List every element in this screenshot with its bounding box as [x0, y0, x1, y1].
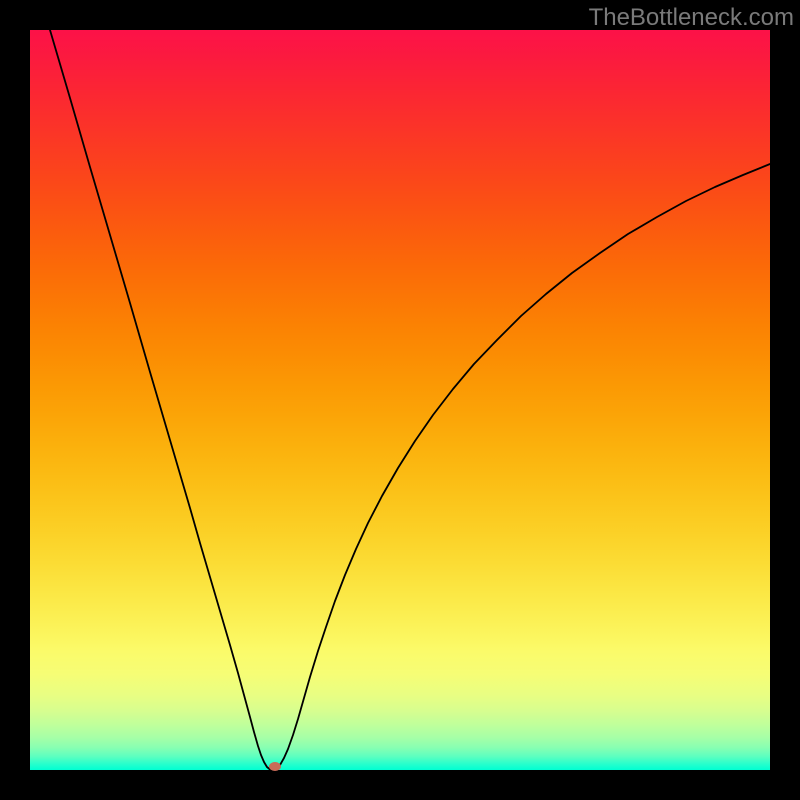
minimum-marker [269, 762, 281, 771]
chart-container: TheBottleneck.com [0, 0, 800, 800]
bottleneck-curve [30, 30, 770, 770]
watermark-text: TheBottleneck.com [589, 4, 794, 32]
plot-area [30, 30, 770, 770]
